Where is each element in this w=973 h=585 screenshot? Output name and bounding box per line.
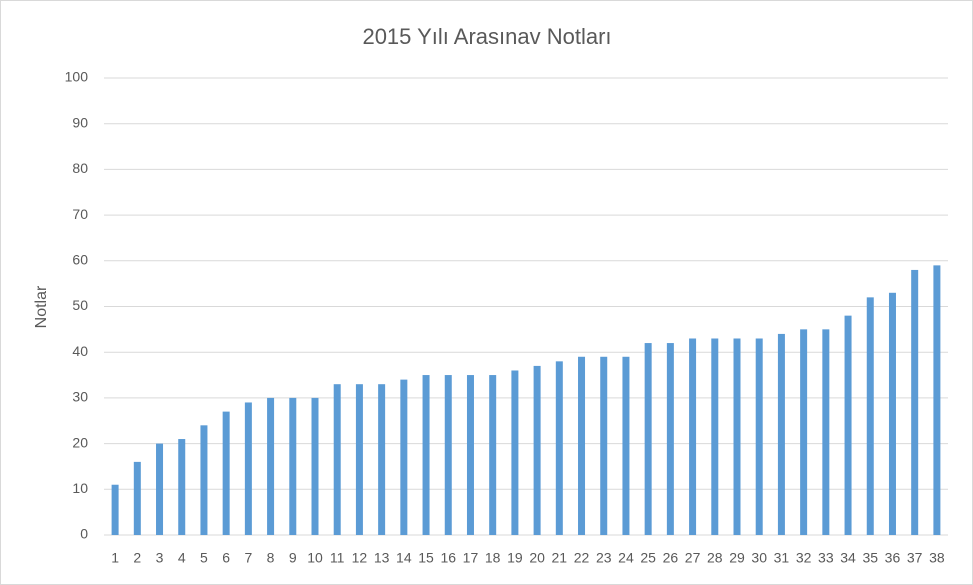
y-tick-label: 80 — [72, 160, 88, 176]
bar — [200, 425, 208, 535]
x-tick-label: 11 — [330, 550, 345, 566]
bar — [111, 484, 119, 535]
bar — [333, 384, 341, 535]
bar — [622, 356, 630, 535]
bar — [733, 338, 741, 535]
x-tick-label: 30 — [751, 550, 767, 566]
y-tick-label: 20 — [72, 434, 88, 450]
x-tick-label: 36 — [885, 550, 901, 566]
bar — [511, 370, 519, 535]
bar — [533, 365, 541, 535]
bar — [689, 338, 697, 535]
bar — [466, 375, 474, 535]
x-tick-label: 31 — [774, 550, 790, 566]
x-tick-label: 3 — [156, 550, 164, 566]
x-tick-label: 26 — [663, 550, 679, 566]
x-tick-label: 23 — [596, 550, 612, 566]
x-tick-label: 18 — [485, 550, 501, 566]
x-tick-label: 22 — [574, 550, 590, 566]
bar — [267, 397, 275, 535]
bar — [444, 375, 452, 535]
x-tick-label: 24 — [618, 550, 634, 566]
bar — [555, 361, 563, 535]
x-tick-label: 37 — [907, 550, 923, 566]
bar — [822, 329, 830, 535]
y-tick-label: 30 — [72, 389, 88, 405]
x-tick-label: 21 — [552, 550, 568, 566]
bar — [666, 343, 674, 535]
bar — [933, 265, 941, 535]
x-tick-label: 32 — [796, 550, 812, 566]
x-tick-label: 5 — [200, 550, 208, 566]
x-tick-label: 13 — [374, 550, 390, 566]
x-tick-label: 16 — [440, 550, 456, 566]
x-tick-label: 33 — [818, 550, 834, 566]
bar — [777, 333, 785, 535]
y-tick-label: 50 — [72, 297, 88, 313]
x-tick-label: 12 — [352, 550, 368, 566]
x-tick-label: 4 — [178, 550, 186, 566]
x-tick-label: 9 — [289, 550, 297, 566]
bar — [156, 443, 164, 535]
x-tick-label: 10 — [307, 550, 323, 566]
bar — [289, 397, 297, 535]
y-axis-label: Notlar — [33, 285, 50, 328]
bar — [311, 397, 319, 535]
x-tick-label: 7 — [244, 550, 252, 566]
x-tick-label: 27 — [685, 550, 701, 566]
x-tick-label: 25 — [640, 550, 656, 566]
x-tick-label: 6 — [222, 550, 230, 566]
x-tick-label: 1 — [111, 550, 119, 566]
bar — [888, 292, 896, 535]
bar — [378, 384, 386, 535]
bar — [866, 297, 874, 535]
bar — [178, 439, 186, 535]
bar — [911, 269, 919, 535]
bar — [222, 411, 230, 535]
chart-title: 2015 Yılı Arasınav Notları — [362, 24, 611, 49]
bar — [711, 338, 719, 535]
x-tick-label: 8 — [267, 550, 275, 566]
y-tick-label: 70 — [72, 206, 88, 222]
x-tick-label: 19 — [507, 550, 523, 566]
x-tick-label: 2 — [133, 550, 141, 566]
bar — [755, 338, 763, 535]
bar — [244, 402, 252, 535]
x-tick-label: 15 — [418, 550, 434, 566]
x-tick-label: 38 — [929, 550, 945, 566]
y-tick-label: 100 — [65, 69, 89, 85]
bar — [644, 343, 652, 535]
y-tick-label: 90 — [72, 114, 88, 130]
x-tick-label: 17 — [463, 550, 479, 566]
bar — [355, 384, 363, 535]
x-tick-label: 20 — [529, 550, 545, 566]
bar — [400, 379, 408, 535]
y-tick-label: 40 — [72, 343, 88, 359]
x-tick-label: 35 — [862, 550, 878, 566]
bar — [578, 356, 586, 535]
bar — [422, 375, 430, 535]
y-tick-label: 10 — [72, 480, 88, 496]
bar — [844, 315, 852, 535]
bar — [800, 329, 808, 535]
x-tick-label: 28 — [707, 550, 723, 566]
bar — [600, 356, 608, 535]
x-tick-label: 34 — [840, 550, 856, 566]
bar — [133, 461, 141, 535]
bar — [489, 375, 497, 535]
y-tick-label: 60 — [72, 252, 88, 268]
y-tick-label: 0 — [80, 526, 88, 542]
x-tick-label: 14 — [396, 550, 412, 566]
x-tick-label: 29 — [729, 550, 745, 566]
